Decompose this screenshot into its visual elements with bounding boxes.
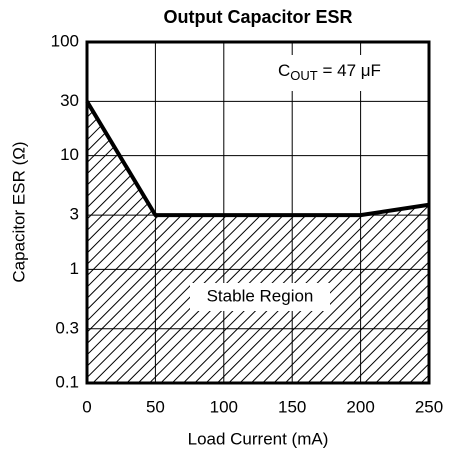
y-tick-label: 1 bbox=[70, 259, 79, 278]
chart-title: Output Capacitor ESR bbox=[163, 7, 352, 27]
y-axis-label: Capacitor ESR (Ω) bbox=[9, 141, 28, 282]
annotation-part: = 47 μF bbox=[318, 61, 381, 80]
annotation-box bbox=[268, 55, 418, 91]
annotation: COUT = 47 μF bbox=[278, 61, 381, 83]
x-tick-label: 100 bbox=[210, 397, 238, 416]
x-tick-label: 50 bbox=[146, 397, 165, 416]
x-tick-label: 150 bbox=[278, 397, 306, 416]
annotation-part: C bbox=[278, 61, 290, 80]
y-tick-label: 0.1 bbox=[55, 372, 79, 391]
y-tick-label: 30 bbox=[60, 91, 79, 110]
y-tick-label: 0.3 bbox=[55, 318, 79, 337]
x-axis-label: Load Current (mA) bbox=[188, 429, 329, 448]
x-tick-label: 200 bbox=[346, 397, 374, 416]
y-tick-label: 10 bbox=[60, 145, 79, 164]
region-label-box bbox=[190, 283, 330, 311]
region-label: Stable Region bbox=[207, 286, 314, 305]
plot-frame bbox=[85, 40, 431, 385]
boundary-line bbox=[85, 100, 430, 218]
x-tick-label: 0 bbox=[82, 397, 91, 416]
x-tick-label: 250 bbox=[415, 397, 443, 416]
y-tick-label: 100 bbox=[51, 31, 79, 50]
y-tick-label: 3 bbox=[70, 205, 79, 224]
annotation-part: OUT bbox=[290, 68, 318, 83]
stable-region-area bbox=[87, 101, 429, 383]
